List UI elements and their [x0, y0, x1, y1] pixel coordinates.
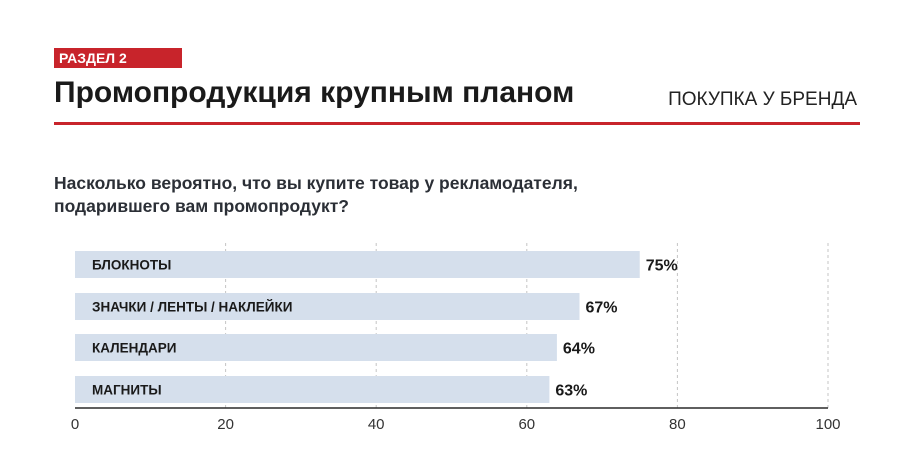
- header-divider: [54, 122, 860, 125]
- x-tick-label: 100: [815, 416, 840, 433]
- bar-value-label: 75%: [646, 258, 678, 275]
- bar-category-label: КАЛЕНДАРИ: [92, 341, 176, 356]
- bar-value-label: 64%: [563, 341, 595, 358]
- bar-category-label: БЛОКНОТЫ: [92, 258, 171, 273]
- x-tick-label: 60: [518, 416, 535, 433]
- x-tick-label: 80: [669, 416, 686, 433]
- bar-category-label: МАГНИТЫ: [92, 383, 162, 398]
- header-right-label: ПОКУПКА У БРЕНДА: [668, 89, 857, 110]
- bar-value-label: 63%: [555, 383, 587, 400]
- section-badge: РАЗДЕЛ 2: [54, 48, 182, 68]
- bar: [75, 251, 640, 278]
- bar-value-label: 67%: [586, 300, 618, 317]
- bar-category-label: ЗНАЧКИ / ЛЕНТЫ / НАКЛЕЙКИ: [92, 300, 292, 315]
- bar: [75, 293, 580, 320]
- page-title: Промопродукция крупным планом: [54, 76, 575, 109]
- x-tick-label: 20: [217, 416, 234, 433]
- chart-question: Насколько вероятно, что вы купите товар …: [54, 173, 578, 216]
- x-tick-label: 40: [368, 416, 385, 433]
- bar: [75, 376, 550, 403]
- x-tick-label: 0: [71, 416, 79, 433]
- bar: [75, 334, 557, 361]
